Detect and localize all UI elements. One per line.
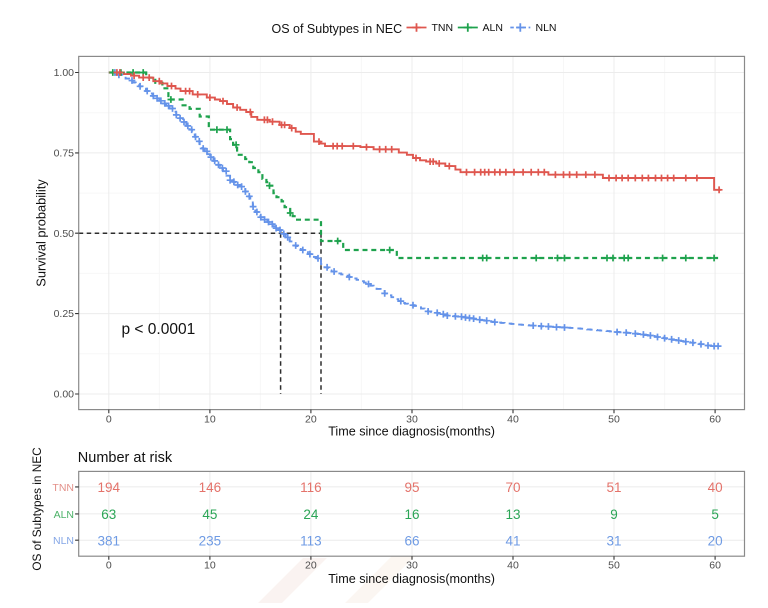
svg-text:63: 63 xyxy=(101,507,116,522)
svg-text:235: 235 xyxy=(199,533,222,548)
svg-text:0.00: 0.00 xyxy=(54,389,75,401)
svg-text:ALN: ALN xyxy=(483,22,503,34)
svg-text:OS of Subtypes in NEC: OS of Subtypes in NEC xyxy=(272,22,403,36)
svg-text:0.25: 0.25 xyxy=(54,308,75,320)
svg-text:OS of Subtypes in NEC: OS of Subtypes in NEC xyxy=(30,447,44,571)
svg-text:113: 113 xyxy=(300,533,322,548)
svg-text:50: 50 xyxy=(608,414,620,426)
svg-text:Time since diagnosis(months): Time since diagnosis(months) xyxy=(328,425,495,439)
svg-text:20: 20 xyxy=(305,560,317,572)
svg-text:51: 51 xyxy=(606,480,621,495)
svg-text:24: 24 xyxy=(303,507,319,522)
svg-text:60: 60 xyxy=(709,560,721,572)
svg-text:66: 66 xyxy=(404,533,419,548)
svg-text:70: 70 xyxy=(505,480,520,495)
svg-text:60: 60 xyxy=(709,414,721,426)
svg-text:0: 0 xyxy=(106,414,112,426)
svg-text:10: 10 xyxy=(204,414,216,426)
svg-text:TNN: TNN xyxy=(52,482,74,494)
svg-text:13: 13 xyxy=(505,507,520,522)
svg-text:116: 116 xyxy=(300,480,322,495)
svg-text:10: 10 xyxy=(204,560,216,572)
svg-text:40: 40 xyxy=(507,414,519,426)
svg-text:NLN: NLN xyxy=(536,22,557,34)
svg-text:Time since diagnosis(months): Time since diagnosis(months) xyxy=(328,572,495,586)
svg-text:0: 0 xyxy=(106,560,112,572)
svg-text:9: 9 xyxy=(610,507,618,522)
svg-text:30: 30 xyxy=(406,414,418,426)
svg-text:Number at risk: Number at risk xyxy=(78,450,173,466)
svg-text:40: 40 xyxy=(708,480,723,495)
svg-text:146: 146 xyxy=(199,480,222,495)
svg-text:30: 30 xyxy=(406,560,418,572)
svg-text:TNN: TNN xyxy=(432,22,454,34)
svg-text:5: 5 xyxy=(711,507,719,522)
svg-text:1.00: 1.00 xyxy=(54,67,75,79)
svg-text:0.75: 0.75 xyxy=(54,148,75,160)
svg-text:0.50: 0.50 xyxy=(54,228,75,240)
svg-text:381: 381 xyxy=(98,533,121,548)
svg-text:NLN: NLN xyxy=(53,535,74,547)
svg-text:194: 194 xyxy=(98,480,121,495)
svg-text:Survival probability: Survival probability xyxy=(34,179,49,287)
svg-text:20: 20 xyxy=(708,533,723,548)
svg-text:45: 45 xyxy=(202,507,217,522)
svg-text:p < 0.0001: p < 0.0001 xyxy=(122,321,196,338)
svg-text:20: 20 xyxy=(305,414,317,426)
svg-text:40: 40 xyxy=(507,560,519,572)
svg-text:16: 16 xyxy=(404,507,419,522)
svg-text:95: 95 xyxy=(404,480,419,495)
svg-text:ALN: ALN xyxy=(54,509,74,521)
svg-text:31: 31 xyxy=(606,533,621,548)
svg-text:50: 50 xyxy=(608,560,620,572)
svg-text:41: 41 xyxy=(505,533,520,548)
